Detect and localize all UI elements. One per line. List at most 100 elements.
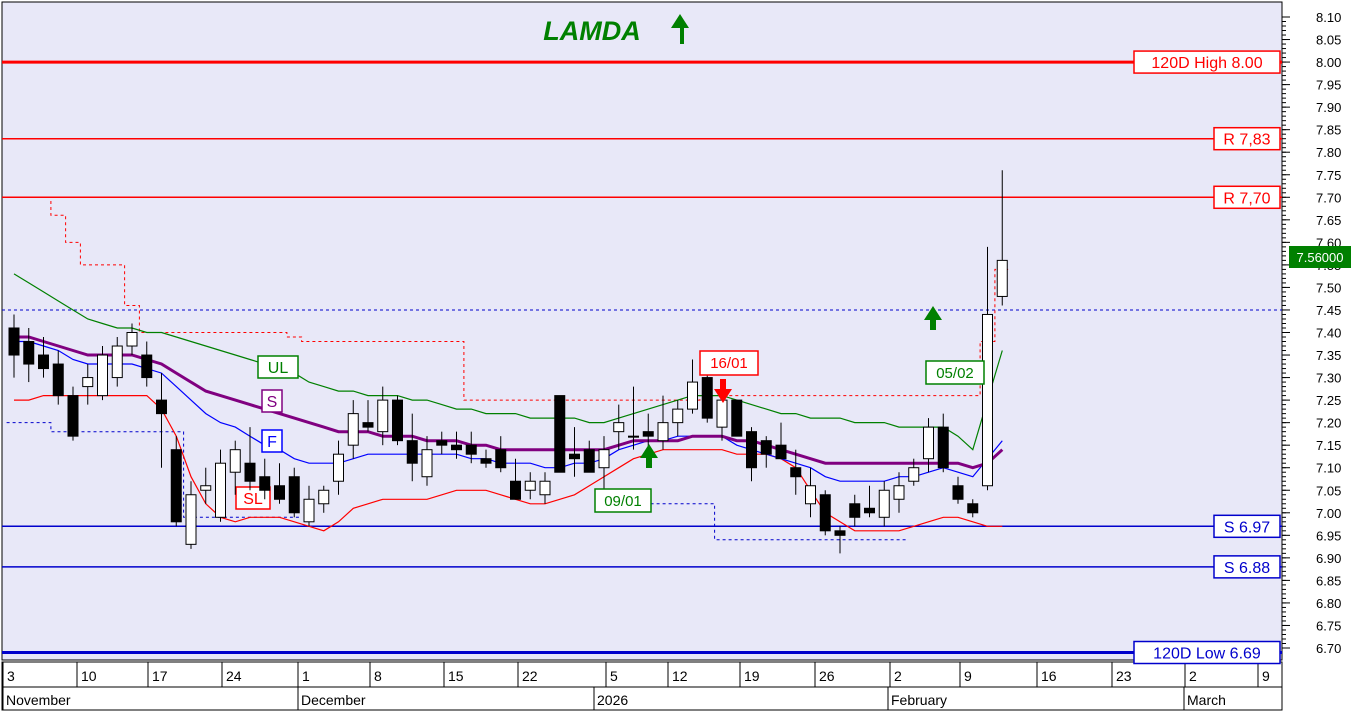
level-lines	[2, 60, 1282, 655]
candle-body	[701, 377, 713, 419]
y-tick-label: 7.45	[1316, 303, 1341, 318]
x-tick-label: 9	[964, 668, 972, 684]
candle-body	[746, 431, 757, 469]
level-tag: 120D High 8.00	[1151, 55, 1262, 72]
y-tick-label: 7.20	[1316, 416, 1341, 431]
candle-body	[244, 462, 256, 482]
signal-down-arrow-icon	[714, 379, 732, 403]
level-tag-box	[1213, 555, 1281, 579]
overlay-label: S	[267, 394, 278, 411]
overlay-s-line	[14, 335, 1004, 470]
x-axis-days-band	[1, 661, 1283, 688]
x-month-label: 2026	[597, 692, 628, 708]
candle-body	[333, 453, 344, 482]
candle-body	[421, 449, 433, 478]
candle-body	[111, 345, 123, 379]
last-price-box	[1289, 246, 1351, 268]
x-month-label: March	[1187, 692, 1226, 708]
signal-label: 16/01	[710, 355, 748, 372]
y-tick-label: 8.05	[1316, 33, 1341, 48]
candle-body	[347, 413, 359, 446]
candle-body	[170, 449, 182, 523]
candle-body	[97, 354, 108, 397]
x-month-label: December	[301, 692, 366, 708]
candle-body	[303, 498, 315, 523]
level-tag-box	[1213, 185, 1281, 210]
candle-body	[200, 485, 212, 491]
x-tick-label: 10	[81, 668, 97, 684]
level-tag-box	[1213, 126, 1281, 151]
candle-body	[849, 503, 861, 518]
blue-stop-line	[6, 422, 302, 518]
signal-up-arrow-icon	[924, 306, 942, 330]
candle-body	[495, 449, 507, 469]
candle-body	[642, 431, 654, 437]
candle-body	[657, 422, 669, 442]
candle-body	[126, 332, 138, 347]
candle-body	[480, 458, 492, 464]
candle-body	[628, 435, 639, 438]
y-tick-label: 7.40	[1316, 326, 1341, 341]
y-tick-label: 7.70	[1316, 190, 1341, 205]
candle-body	[805, 485, 816, 505]
overlay-lines: UL S F SL	[13, 273, 1004, 532]
candle-body	[569, 453, 580, 460]
x-tick-label: 19	[744, 668, 760, 684]
candle-body	[864, 507, 875, 514]
candle-body	[554, 395, 566, 473]
candle-body	[760, 440, 772, 455]
x-tick-label: 8	[374, 668, 382, 684]
candle-body	[937, 426, 949, 469]
level-tag: R 7,70	[1223, 190, 1270, 207]
candle-body	[923, 426, 934, 460]
candle-body	[377, 399, 389, 433]
x-tick-label: 2	[894, 668, 902, 684]
y-tick-label: 7.75	[1316, 168, 1341, 183]
candle-body	[613, 422, 625, 433]
x-tick-label: 15	[448, 668, 464, 684]
candle-body	[819, 494, 831, 532]
candle-body	[288, 476, 300, 514]
level-tag: R 7,83	[1223, 132, 1270, 149]
signal-label: 09/01	[604, 493, 642, 510]
candle-body	[952, 485, 964, 500]
y-tick-label: 7.95	[1316, 78, 1341, 93]
candle-body	[82, 377, 94, 388]
candle-body	[908, 467, 920, 482]
y-tick-label: 6.90	[1316, 551, 1341, 566]
level-tag: S 6.97	[1224, 519, 1270, 536]
level-tags: 120D High 8.00 R 7,83 R 7,70 S 6.97 S 6.88 12…	[1133, 50, 1281, 665]
up-arrow-icon	[671, 14, 689, 44]
chart-title: LAMDA	[543, 16, 640, 46]
y-tick-label: 7.65	[1316, 213, 1341, 228]
last-price-tag-group: 7.56000	[1289, 246, 1351, 268]
candle-body	[731, 399, 743, 437]
x-tick-label: 3	[7, 668, 15, 684]
candle-body	[156, 399, 167, 415]
candle-body	[185, 494, 197, 545]
candle-body	[215, 462, 226, 518]
x-month-label: February	[891, 692, 947, 708]
candle-body	[598, 449, 610, 469]
y-tick-label: 7.85	[1316, 123, 1341, 138]
y-tick-label: 6.95	[1316, 528, 1341, 543]
y-tick-label: 6.85	[1316, 573, 1341, 588]
level-tag: 120D Low 6.69	[1153, 646, 1261, 663]
candle-body	[465, 444, 477, 455]
level-tag: S 6.88	[1224, 560, 1270, 577]
candle-body	[893, 485, 905, 500]
candle-body	[362, 422, 374, 428]
overlay-label: SL	[243, 491, 263, 508]
last-price-tag: 7.56000	[1297, 250, 1344, 265]
x-tick-label: 5	[610, 668, 618, 684]
x-axis-months-band	[1, 686, 1283, 711]
candle-body	[539, 480, 551, 496]
x-tick-label: 16	[1041, 668, 1057, 684]
x-tick-label: 22	[522, 668, 538, 684]
y-tick-label: 7.25	[1316, 393, 1341, 408]
overlay-label-box	[235, 486, 271, 510]
x-tick-label: 9	[1262, 668, 1270, 684]
candle-body	[318, 489, 330, 505]
x-tick-label: 17	[152, 668, 168, 684]
